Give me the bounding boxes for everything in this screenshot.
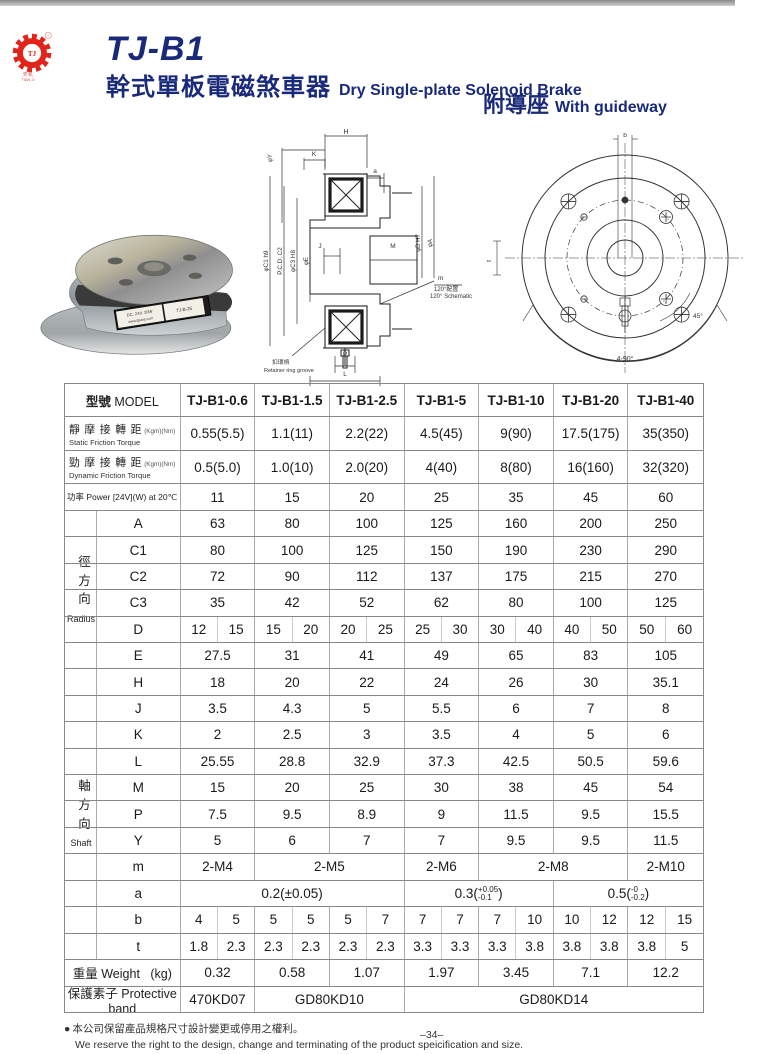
svg-text:TIAN JI: TIAN JI bbox=[21, 78, 34, 82]
svg-text:120° Schematic: 120° Schematic bbox=[430, 294, 472, 300]
svg-text:m: m bbox=[438, 275, 443, 282]
svg-text:φE: φE bbox=[303, 257, 310, 265]
svg-text:4-90°: 4-90° bbox=[617, 355, 634, 363]
svg-text:φY: φY bbox=[268, 154, 274, 162]
svg-text:φA: φA bbox=[428, 239, 434, 247]
svg-text:120°配置: 120°配置 bbox=[434, 286, 458, 293]
svg-text:TJ: TJ bbox=[28, 50, 37, 58]
svg-text:b: b bbox=[623, 133, 627, 139]
svg-text:45°: 45° bbox=[693, 312, 703, 320]
svg-text:®: ® bbox=[47, 34, 50, 38]
svg-text:P: P bbox=[343, 351, 347, 358]
svg-text:Retainer ring groove: Retainer ring groove bbox=[264, 368, 314, 374]
svg-text:P.C.D. C2: P.C.D. C2 bbox=[277, 247, 284, 275]
svg-text:K: K bbox=[312, 151, 317, 158]
svg-text:J: J bbox=[318, 243, 321, 250]
svg-text:φC3 H8: φC3 H8 bbox=[290, 250, 297, 272]
svg-text:φC1 h9: φC1 h9 bbox=[263, 250, 270, 271]
svg-text:t: t bbox=[486, 260, 493, 262]
svg-text:扣環槓: 扣環槓 bbox=[272, 358, 290, 366]
svg-text:M: M bbox=[390, 243, 395, 250]
svg-text:H: H bbox=[343, 129, 348, 136]
svg-text:L: L bbox=[343, 371, 347, 378]
svg-text:a: a bbox=[373, 168, 377, 175]
